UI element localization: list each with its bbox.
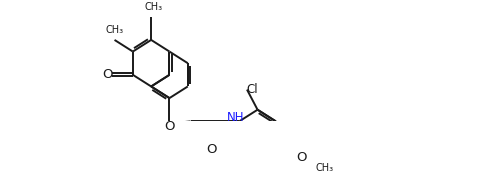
Text: O: O (164, 120, 175, 133)
Text: NH: NH (227, 111, 245, 124)
Text: Cl: Cl (247, 83, 258, 96)
Text: O: O (103, 68, 113, 81)
Text: O: O (297, 151, 307, 164)
Text: CH₃: CH₃ (315, 163, 333, 173)
Text: CH₃: CH₃ (106, 25, 124, 35)
Text: CH₃: CH₃ (144, 2, 162, 12)
Text: O: O (206, 143, 217, 156)
